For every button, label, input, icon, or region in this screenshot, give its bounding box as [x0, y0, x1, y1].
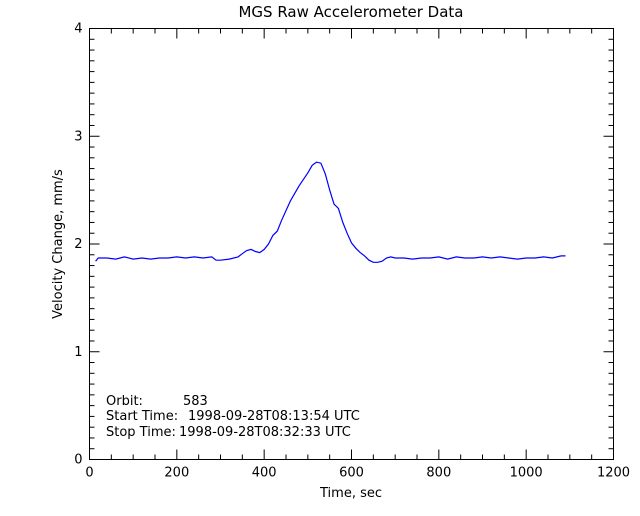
axis-ticks [89, 28, 614, 460]
x-tick-label: 1000 [510, 466, 543, 481]
x-tick-label: 600 [339, 466, 364, 481]
x-tick-labels: 0 200 400 600 800 1000 1200 [85, 466, 630, 481]
x-tick-label: 800 [426, 466, 451, 481]
y-tick-label: 0 [74, 453, 82, 468]
series-line [95, 161, 566, 263]
plot-frame [89, 28, 614, 460]
y-tick-label: 1 [74, 345, 82, 360]
x-tick-label: 0 [85, 466, 93, 481]
chart-title: MGS Raw Accelerometer Data [238, 3, 463, 21]
y-tick-labels: 0 1 2 3 4 [74, 22, 82, 468]
x-tick-label: 1200 [597, 466, 630, 481]
orbit-info: Orbit: 583 Start Time: 1998-09-28T08:13:… [106, 394, 360, 440]
y-tick-label: 3 [74, 129, 82, 144]
stop-time-label: Stop Time: [106, 425, 176, 440]
stop-time-value: 1998-09-28T08:32:33 UTC [179, 425, 351, 440]
x-tick-label: 200 [164, 466, 189, 481]
orbit-value: 583 [183, 394, 208, 409]
orbit-label: Orbit: [106, 394, 143, 409]
x-axis-label: Time, sec [319, 486, 382, 501]
y-axis-label: Velocity Change, mm/s [51, 169, 66, 319]
y-tick-label: 2 [74, 237, 82, 252]
start-time-value: 1998-09-28T08:13:54 UTC [188, 409, 360, 424]
x-tick-label: 400 [252, 466, 277, 481]
y-tick-label: 4 [74, 22, 82, 37]
start-time-label: Start Time: [106, 409, 178, 424]
